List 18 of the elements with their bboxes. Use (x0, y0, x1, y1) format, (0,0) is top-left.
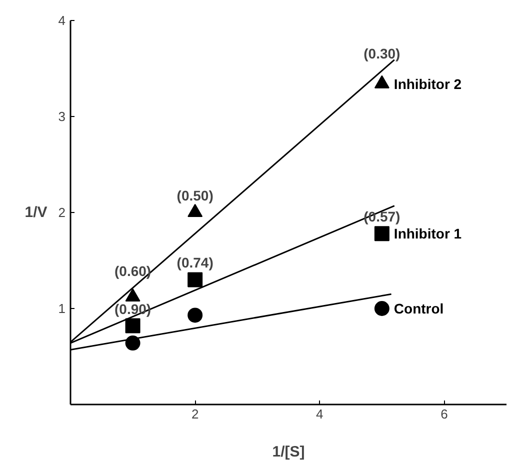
series-label: Control (394, 300, 444, 316)
series-label: Inhibitor 1 (394, 226, 462, 242)
y-tick-label: 3 (58, 109, 66, 124)
annotation: (0.57) (364, 208, 400, 225)
y-tick-label: 2 (58, 205, 66, 220)
series-label: Inhibitor 2 (394, 76, 462, 92)
y-axis-title: 1/V (24, 204, 48, 221)
annotation: (0.50) (176, 188, 214, 204)
annotation: (0.60) (114, 262, 152, 279)
annotation: (0.90) (114, 300, 152, 317)
annotation: (0.30) (364, 46, 400, 62)
x-axis-title: 1/[S] (272, 444, 305, 460)
x-tick-label: 6 (440, 406, 448, 422)
y-tick-label: 1 (58, 301, 66, 316)
x-tick-label: 4 (316, 406, 324, 422)
x-tick-label: 2 (191, 406, 199, 422)
annotation: (0.74) (176, 254, 214, 271)
y-tick-label: 4 (58, 13, 66, 28)
